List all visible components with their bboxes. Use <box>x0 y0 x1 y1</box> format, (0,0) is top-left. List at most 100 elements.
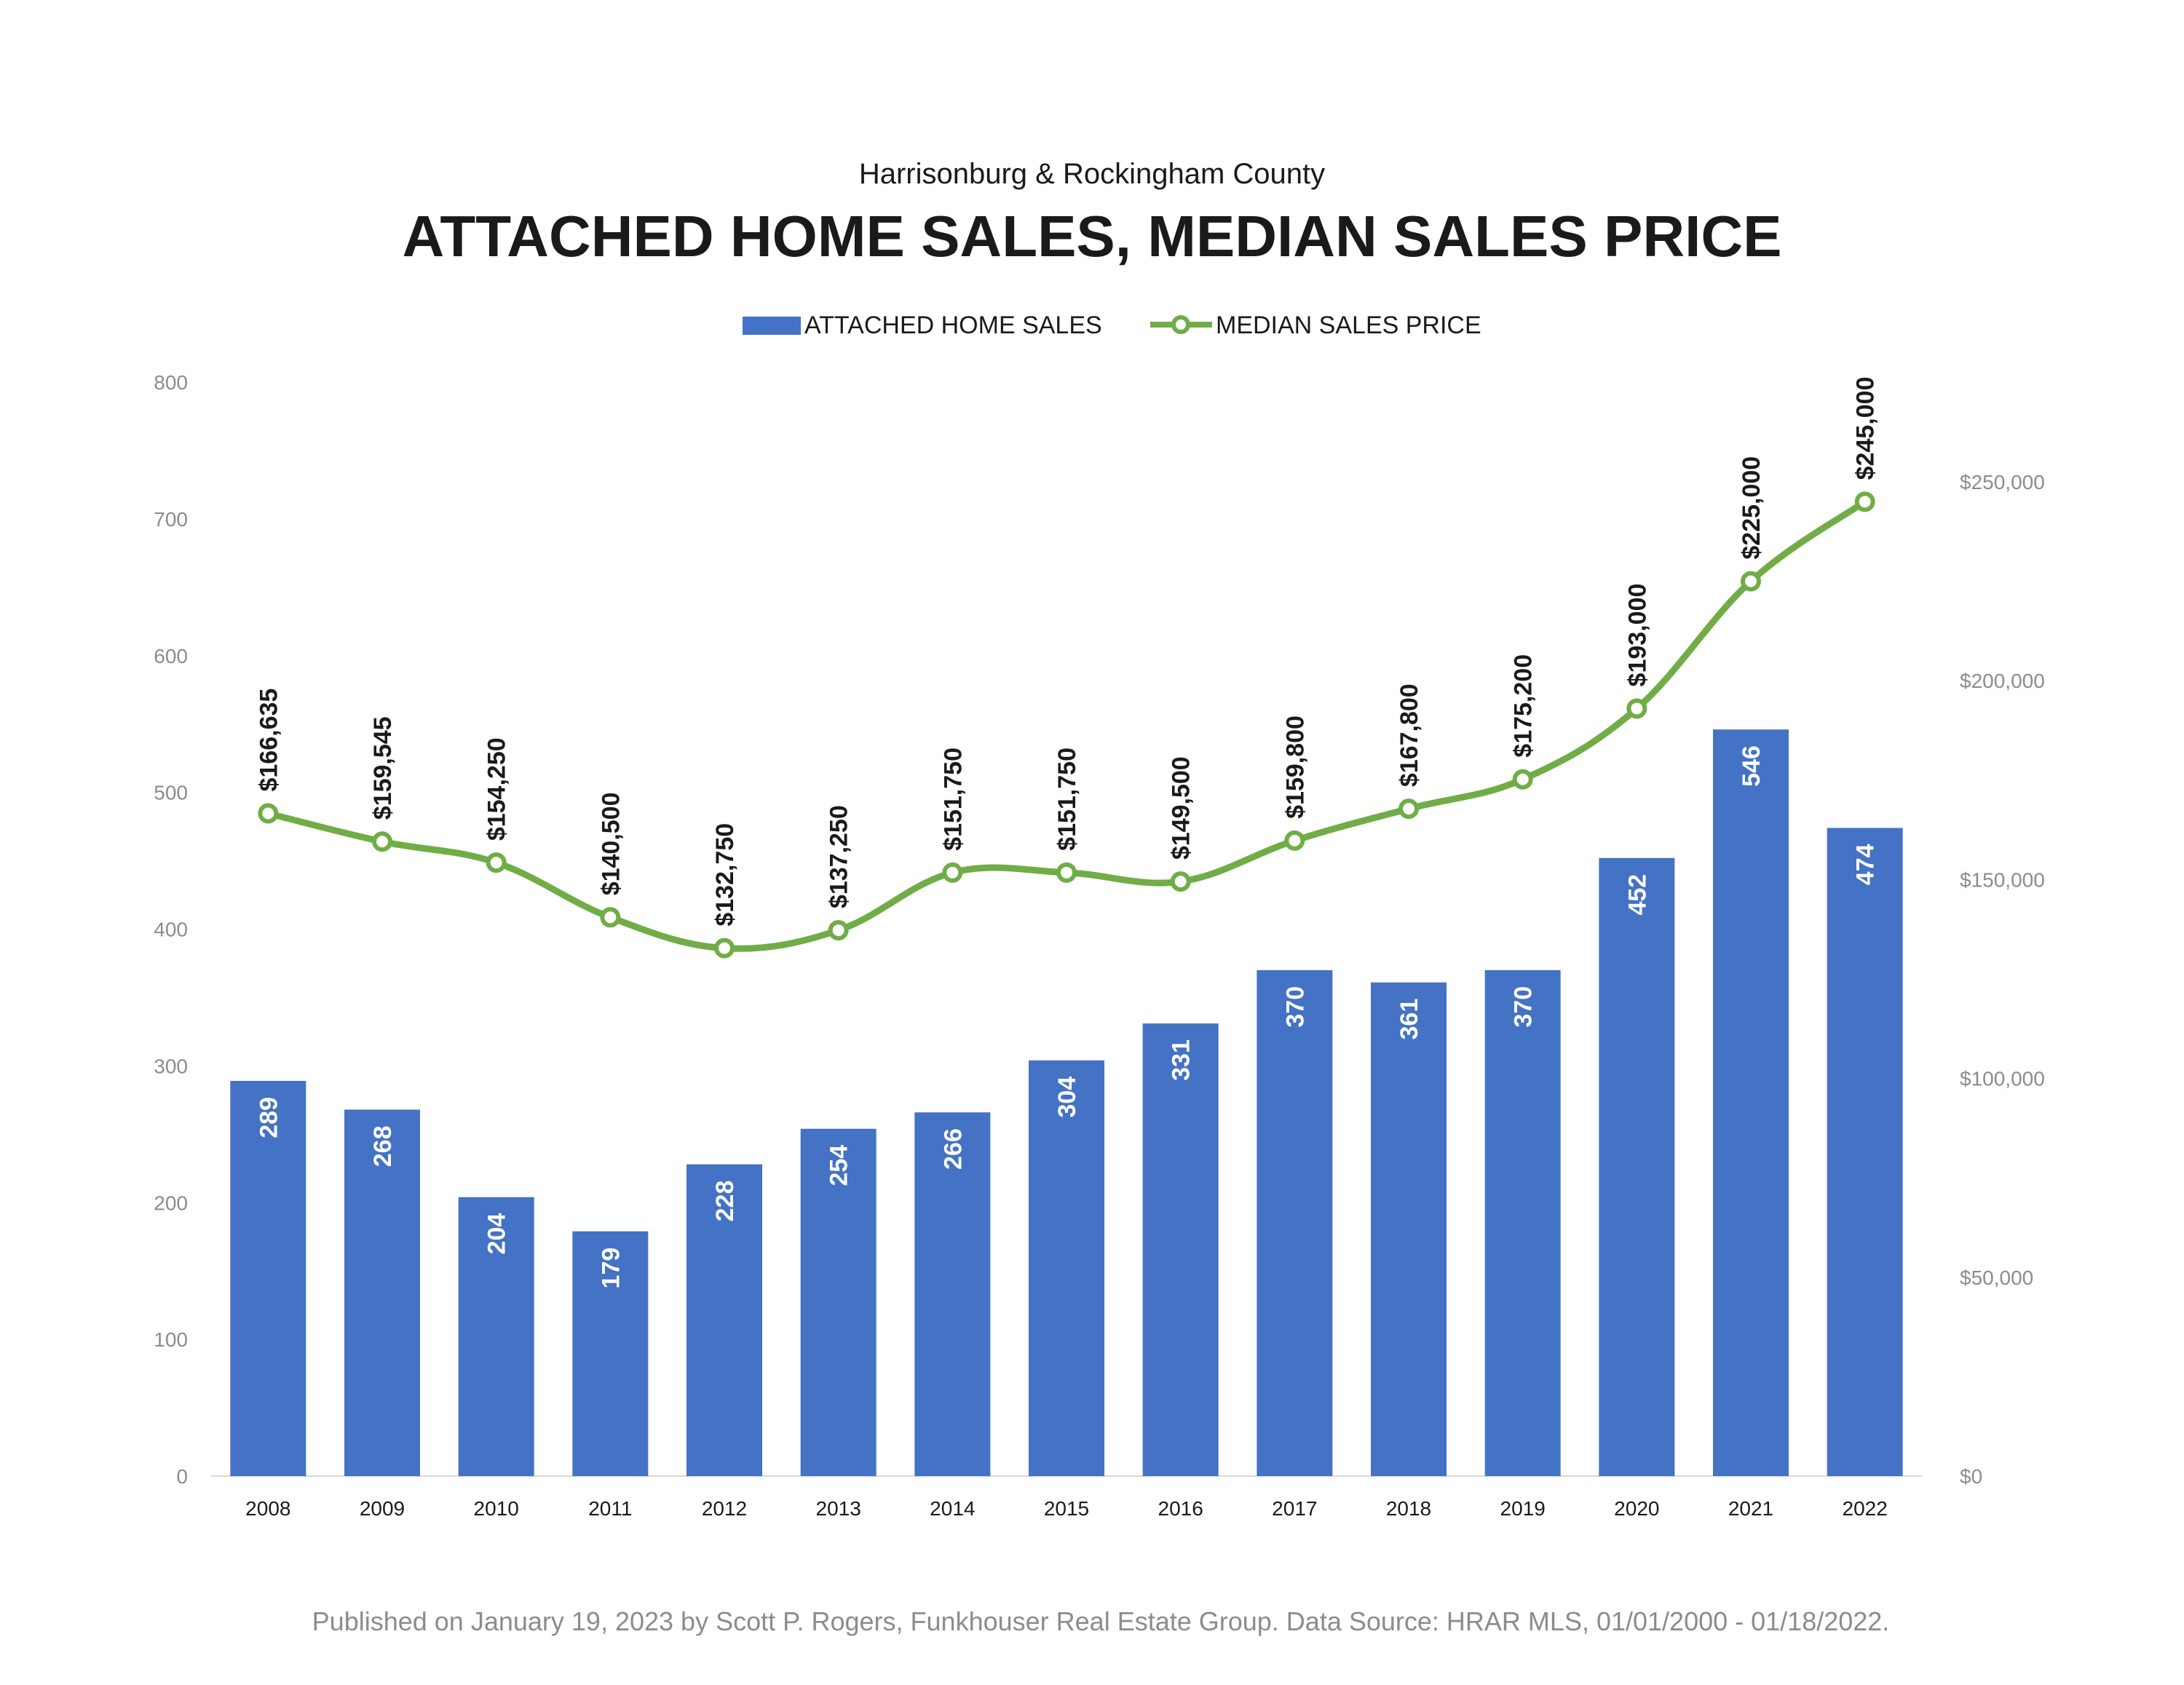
right-tick-label: $200,000 <box>1960 670 2045 692</box>
right-tick-label: $150,000 <box>1960 868 2045 891</box>
price-marker <box>1398 798 1419 820</box>
bar <box>344 1109 420 1476</box>
bar <box>1257 970 1333 1476</box>
bar <box>687 1164 762 1476</box>
x-tick-label: 2015 <box>1044 1497 1089 1520</box>
x-tick-label: 2008 <box>245 1497 290 1520</box>
price-value-label: $149,500 <box>1168 756 1195 860</box>
price-value-label: $137,250 <box>826 805 853 908</box>
price-value-label: $151,750 <box>1053 748 1081 851</box>
bar-series: 289 268 204 179 228 254 266 304 331 370 361 370 452 5… <box>230 729 1903 1476</box>
x-axis-labels: 2008 2009 2010 2011 2012 2013 2014 2015 2016 2017… <box>245 1497 1888 1520</box>
price-value-label: $159,545 <box>369 716 397 820</box>
price-series: $166,635 $159,545 $154,250 $140,500 $132,750… <box>255 377 1880 959</box>
bar <box>230 1081 306 1476</box>
price-marker <box>714 937 735 959</box>
price-marker <box>1512 769 1533 790</box>
legend: ATTACHED HOME SALES MEDIAN SALES PRICE <box>743 312 1481 339</box>
x-tick-label: 2013 <box>816 1497 861 1520</box>
left-tick-label: 500 <box>154 782 188 804</box>
bar-value-label: 204 <box>483 1213 511 1255</box>
price-value-label: $245,000 <box>1852 377 1880 480</box>
bar-value-label: 179 <box>597 1248 625 1289</box>
price-value-label: $175,200 <box>1510 654 1538 758</box>
price-marker <box>1741 571 1761 592</box>
price-value-label: $166,635 <box>255 689 282 792</box>
bar-value-label: 268 <box>369 1125 397 1167</box>
bar-value-label: 474 <box>1852 844 1880 885</box>
bar-value-label: 370 <box>1281 986 1309 1028</box>
footer-text: Published on January 19, 2023 by Scott P… <box>312 1606 1890 1636</box>
x-tick-label: 2016 <box>1158 1497 1203 1520</box>
bar-value-label: 304 <box>1053 1077 1081 1118</box>
x-tick-label: 2018 <box>1386 1497 1431 1520</box>
bar-value-label: 370 <box>1510 986 1538 1028</box>
price-value-label: $193,000 <box>1623 584 1651 687</box>
x-tick-label: 2012 <box>702 1497 747 1520</box>
chart-subtitle: Harrisonburg & Rockingham County <box>859 158 1325 190</box>
bar <box>1713 729 1789 1476</box>
price-marker <box>1284 830 1305 851</box>
x-tick-label: 2022 <box>1843 1497 1888 1520</box>
bar <box>1371 982 1447 1476</box>
left-tick-label: 300 <box>154 1055 188 1077</box>
x-tick-label: 2019 <box>1500 1497 1546 1520</box>
left-tick-label: 800 <box>154 371 188 394</box>
legend-swatch-marker <box>1171 315 1190 334</box>
bar <box>458 1197 534 1476</box>
left-tick-label: 400 <box>154 919 188 941</box>
bar <box>572 1231 649 1476</box>
price-value-label: $167,800 <box>1396 683 1423 787</box>
x-tick-label: 2009 <box>360 1497 405 1520</box>
x-tick-label: 2010 <box>474 1497 519 1520</box>
left-tick-label: 200 <box>154 1192 188 1214</box>
bar <box>1599 857 1675 1476</box>
bar-value-label: 361 <box>1396 999 1423 1040</box>
price-marker <box>1854 491 1875 512</box>
bar-value-label: 546 <box>1738 745 1765 787</box>
legend-label-price: MEDIAN SALES PRICE <box>1216 312 1481 339</box>
bar <box>1827 828 1903 1476</box>
bar <box>800 1128 877 1476</box>
bar-value-label: 289 <box>255 1097 282 1138</box>
price-value-label: $132,750 <box>711 823 739 927</box>
x-tick-label: 2020 <box>1614 1497 1659 1520</box>
left-tick-label: 600 <box>154 645 188 667</box>
price-value-label: $225,000 <box>1738 456 1765 560</box>
bar-value-label: 331 <box>1168 1039 1195 1081</box>
legend-label-sales: ATTACHED HOME SALES <box>804 312 1102 339</box>
bar <box>914 1112 991 1476</box>
x-tick-label: 2021 <box>1728 1497 1773 1520</box>
bar <box>1029 1060 1104 1476</box>
price-value-label: $151,750 <box>939 748 967 851</box>
right-tick-label: $50,000 <box>1960 1266 2033 1289</box>
legend-swatch-bar <box>743 317 801 335</box>
price-value-label: $154,250 <box>483 737 511 841</box>
price-marker <box>942 862 963 883</box>
right-axis: $0 $50,000 $100,000 $150,000 $200,000 $250,00… <box>1960 471 2045 1488</box>
left-tick-label: 100 <box>154 1328 188 1351</box>
price-marker <box>1626 698 1647 719</box>
price-marker <box>828 920 849 941</box>
bar <box>1142 1023 1219 1476</box>
left-tick-label: 700 <box>154 508 188 531</box>
price-marker <box>258 803 279 824</box>
price-value-label: $159,800 <box>1281 715 1309 819</box>
price-marker <box>372 831 392 852</box>
price-marker <box>1056 862 1077 883</box>
right-tick-label: $250,000 <box>1960 471 2045 493</box>
price-marker <box>600 907 621 928</box>
price-marker <box>486 852 507 873</box>
bar-value-label: 254 <box>826 1145 853 1186</box>
x-tick-label: 2014 <box>930 1497 975 1520</box>
bar <box>1484 970 1561 1476</box>
bar-value-label: 228 <box>711 1181 739 1222</box>
x-tick-label: 2011 <box>588 1497 632 1520</box>
bar-value-label: 266 <box>939 1128 967 1170</box>
chart-title: ATTACHED HOME SALES, MEDIAN SALES PRICE <box>403 204 1782 269</box>
right-tick-label: $100,000 <box>1960 1068 2045 1090</box>
bar-value-label: 452 <box>1623 874 1651 916</box>
left-tick-label: 0 <box>176 1465 188 1488</box>
left-axis: 0 100 200 300 400 500 600 700 800 <box>154 371 188 1488</box>
